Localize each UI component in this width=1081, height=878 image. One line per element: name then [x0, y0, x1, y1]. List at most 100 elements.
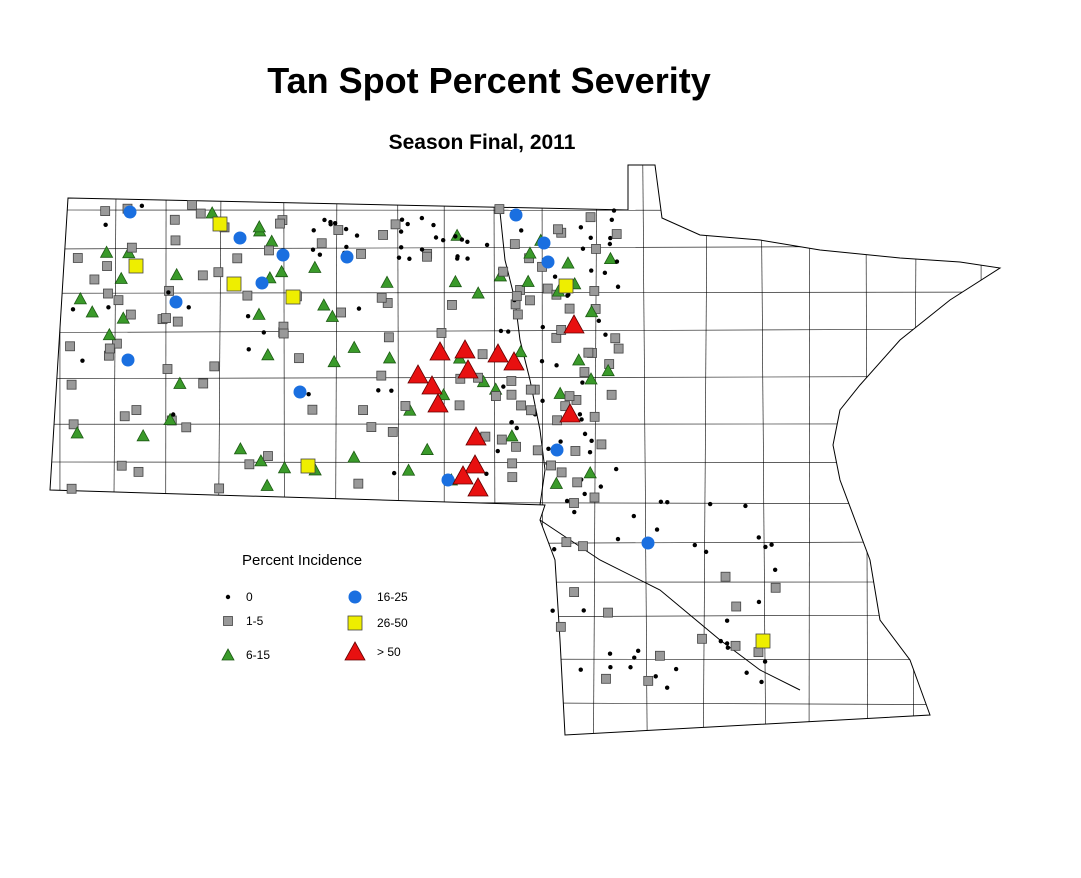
- marker-1-5: [100, 206, 111, 216]
- marker-6-15: [260, 478, 274, 491]
- marker-1-5: [585, 212, 596, 223]
- marker-6-15: [252, 307, 266, 320]
- marker-6-15: [265, 234, 279, 247]
- legend-label: 16-25: [377, 590, 408, 604]
- marker-0: [692, 542, 698, 548]
- county-line: [912, 165, 917, 735]
- legend-label: 26-50: [377, 616, 408, 630]
- marker-over-50: [454, 339, 476, 359]
- marker-1-5: [170, 235, 181, 246]
- marker-0: [744, 670, 749, 675]
- marker-1-5: [198, 378, 209, 389]
- marker-16-25: [441, 473, 455, 487]
- marker-6-15: [471, 286, 485, 299]
- marker-0: [514, 425, 519, 431]
- marker-0: [589, 438, 594, 444]
- marker-6-15: [584, 372, 598, 385]
- marker-1-5: [731, 601, 742, 612]
- marker-1-5: [116, 460, 127, 471]
- marker-6-15: [274, 264, 289, 278]
- marker-1-5: [126, 242, 137, 253]
- marker-over-50: [559, 403, 581, 423]
- marker-1-5: [223, 616, 233, 626]
- marker-0: [703, 549, 709, 555]
- marker-0: [356, 306, 362, 311]
- marker-6-15: [114, 271, 128, 284]
- marker-0: [588, 235, 593, 240]
- marker-0: [396, 255, 402, 260]
- marker-0: [322, 217, 327, 223]
- marker-1-5: [572, 477, 583, 488]
- marker-1-5: [278, 328, 289, 339]
- marker-0: [501, 384, 506, 389]
- marker-0: [332, 220, 338, 226]
- legend-label: 1-5: [246, 614, 264, 628]
- county-line: [283, 165, 285, 735]
- marker-1-5: [336, 307, 347, 318]
- marker-16-25: [293, 385, 307, 399]
- marker-0: [552, 274, 558, 279]
- marker-1-5: [104, 343, 115, 354]
- marker-0: [506, 329, 511, 334]
- marker-0: [602, 270, 608, 276]
- marker-0: [772, 567, 778, 572]
- marker-1-5: [506, 389, 517, 400]
- marker-1-5: [569, 498, 579, 508]
- marker-0: [582, 431, 588, 437]
- marker-over-50: [467, 477, 489, 497]
- marker-1-5: [209, 361, 220, 372]
- marker-6-15: [102, 327, 117, 341]
- marker-0: [550, 608, 555, 613]
- marker-6-15: [523, 246, 537, 259]
- marker-6-15: [163, 412, 177, 425]
- subtitle: Season Final, 2011: [389, 131, 576, 154]
- marker-0: [344, 244, 349, 250]
- marker-0: [419, 215, 425, 221]
- county-line: [50, 461, 1000, 464]
- marker-1-5: [570, 446, 581, 456]
- legend-label: > 50: [377, 645, 401, 659]
- marker-16-25: [340, 250, 354, 264]
- marker-1-5: [89, 274, 100, 285]
- marker-0: [607, 241, 613, 247]
- marker-1-5: [509, 239, 520, 250]
- marker-6-15: [420, 442, 434, 455]
- marker-0: [552, 547, 557, 552]
- county-line: [216, 165, 222, 735]
- marker-6-15: [583, 465, 597, 479]
- marker-0: [465, 256, 470, 261]
- marker-1-5: [356, 248, 366, 259]
- marker-16-25: [169, 295, 183, 309]
- state-outline: [49, 164, 1001, 736]
- marker-1-5: [133, 466, 144, 477]
- marker-0: [769, 542, 774, 547]
- marker-1-5: [242, 290, 253, 301]
- marker-0: [103, 222, 108, 228]
- marker-0: [631, 513, 637, 519]
- marker-1-5: [516, 400, 526, 411]
- marker-1-5: [589, 492, 600, 503]
- marker-1-5: [525, 384, 536, 395]
- marker-26-50: [558, 278, 574, 294]
- marker-0: [756, 535, 761, 540]
- marker-1-5: [400, 401, 411, 411]
- marker-0: [603, 332, 608, 337]
- marker-26-50: [285, 289, 301, 305]
- county-line: [50, 501, 1000, 505]
- marker-over-50: [452, 465, 474, 485]
- legend-label: 6-15: [246, 648, 270, 662]
- marker-1-5: [187, 200, 197, 210]
- marker-0: [611, 208, 617, 213]
- marker-6-15: [325, 309, 340, 322]
- marker-0: [455, 254, 460, 259]
- marker-6-15: [205, 206, 219, 219]
- marker-1-5: [589, 411, 600, 422]
- marker-0: [498, 328, 504, 334]
- marker-1-5: [244, 459, 255, 470]
- marker-0: [724, 618, 730, 623]
- marker-6-15: [252, 220, 266, 233]
- marker-over-50: [429, 341, 451, 361]
- marker-26-50: [128, 258, 144, 274]
- river-border: [499, 211, 546, 506]
- marker-0: [419, 247, 425, 252]
